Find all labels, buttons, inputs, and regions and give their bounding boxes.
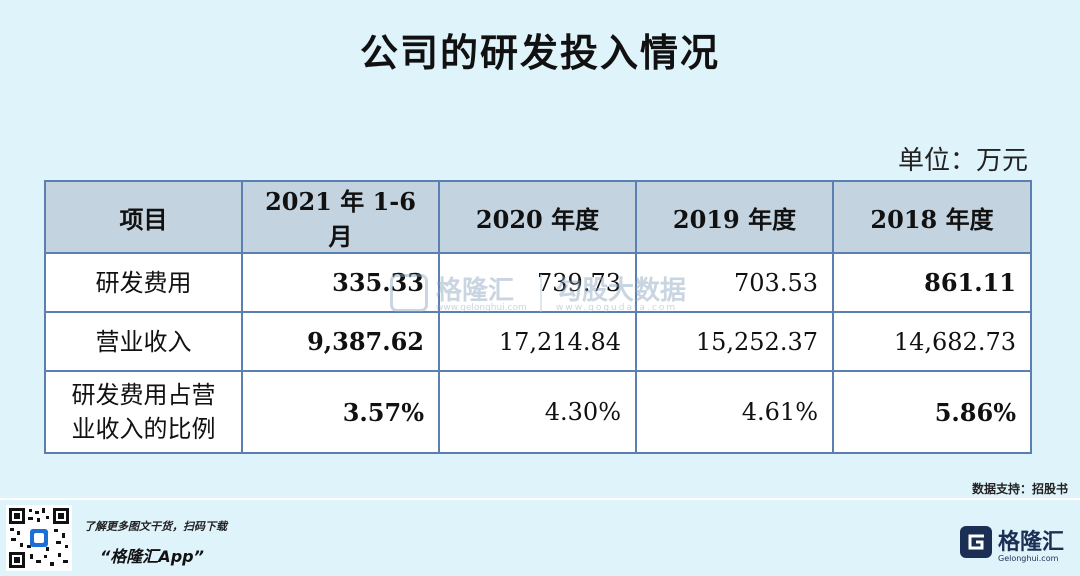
gelonghui-logo-icon (960, 526, 992, 558)
table-cell: 9,387.62 (241, 311, 440, 372)
brand-name: 格隆汇 (998, 530, 1065, 555)
table-cell: 14,682.73 (832, 311, 1032, 372)
header-2018: 2018 年度 (832, 180, 1032, 254)
table-row: 营业收入 9,387.62 17,214.84 15,252.37 14,682… (44, 311, 1032, 372)
row-label: 研发费用占营 业收入的比例 (44, 370, 243, 454)
brand-logo: 格隆汇 Gelonghui.com (960, 522, 1070, 568)
table-cell: 703.53 (635, 252, 834, 313)
table-cell: 4.30% (438, 370, 637, 454)
row-label-line: 研发费用占营 (71, 381, 216, 409)
table-header-row: 项目 2021 年 1-6 月 2020 年度 2019 年度 2018 年度 (44, 180, 1032, 254)
footer-divider (0, 498, 1080, 500)
qr-code-icon (6, 505, 72, 571)
table-cell: 3.57% (241, 370, 440, 454)
promo-text: 了解更多图文干货，扫码下载 (84, 520, 227, 533)
table-cell: 4.61% (635, 370, 834, 454)
table-cell: 15,252.37 (635, 311, 834, 372)
table-row: 研发费用占营 业收入的比例 3.57% 4.30% 4.61% 5.86% (44, 370, 1032, 454)
header-2020: 2020 年度 (438, 180, 637, 254)
table-cell: 861.11 (832, 252, 1032, 313)
rd-investment-table: 项目 2021 年 1-6 月 2020 年度 2019 年度 2018 年度 … (44, 180, 1032, 454)
source-note: 数据支持：招股书 (971, 482, 1068, 496)
promo-app-name: “格隆汇App” (100, 547, 204, 566)
table-cell: 17,214.84 (438, 311, 637, 372)
table-row: 研发费用 335.33 739.73 703.53 861.11 (44, 252, 1032, 313)
table-cell: 335.33 (241, 252, 440, 313)
row-label: 研发费用 (44, 252, 243, 313)
table-cell: 739.73 (438, 252, 637, 313)
row-label-line: 业收入的比例 (71, 415, 216, 443)
unit-label: 单位：万元 (897, 146, 1028, 176)
table-cell: 5.86% (832, 370, 1032, 454)
header-2019: 2019 年度 (635, 180, 834, 254)
header-2021h1: 2021 年 1-6 月 (241, 180, 440, 254)
row-label: 营业收入 (44, 311, 243, 372)
page-title: 公司的研发投入情况 (359, 31, 720, 75)
brand-url: Gelonghui.com (998, 554, 1059, 563)
header-item: 项目 (44, 180, 243, 254)
